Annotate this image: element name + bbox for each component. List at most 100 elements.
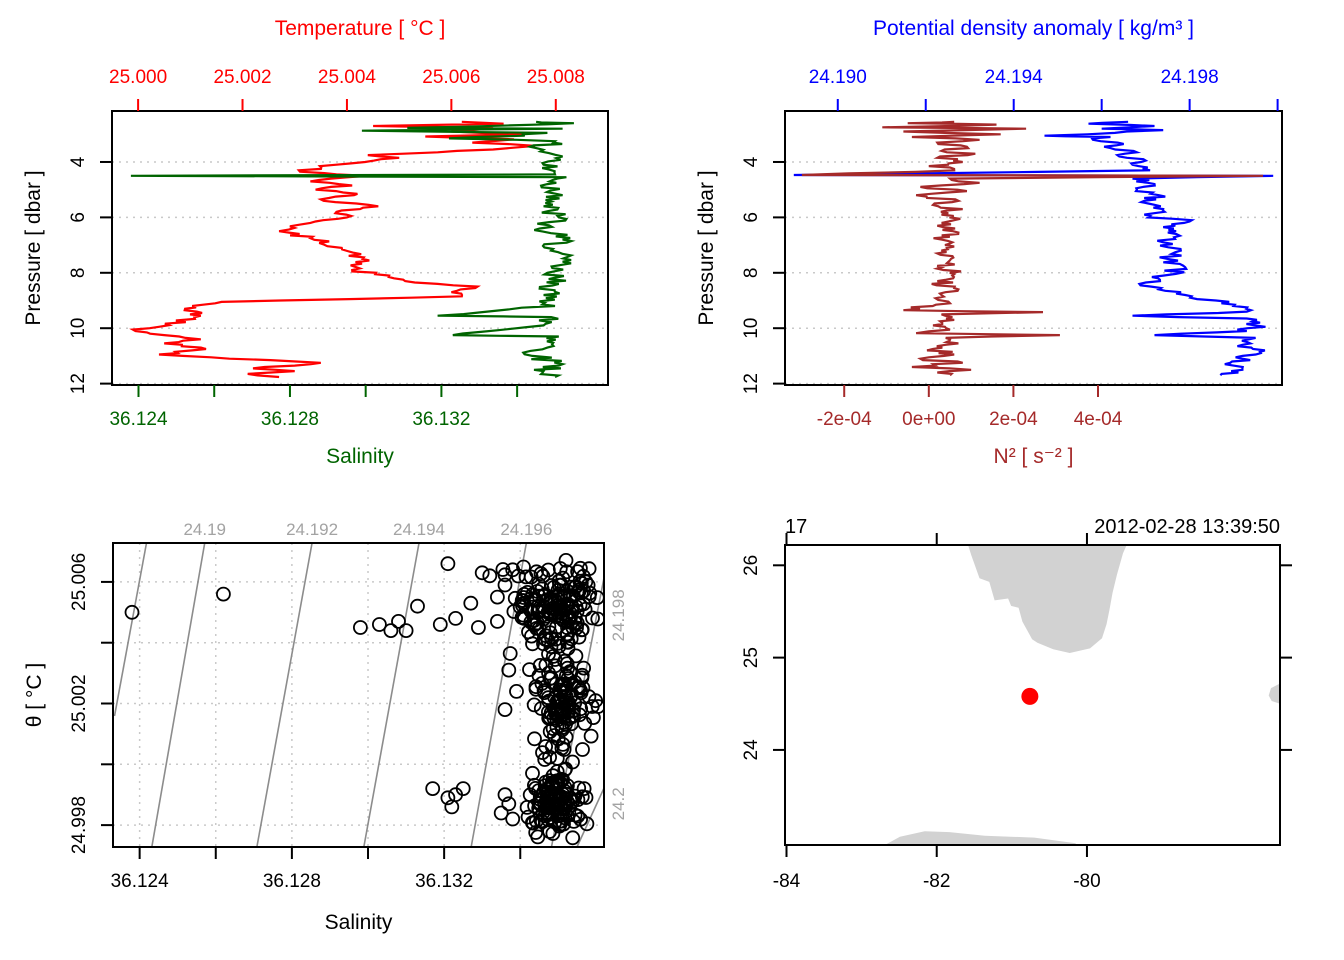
top-axis-tick-label: 25.002 xyxy=(213,67,271,88)
isopycnal-line xyxy=(256,542,313,848)
longitude-tick-label: -84 xyxy=(773,871,801,892)
ts-point xyxy=(529,564,544,580)
ts-point xyxy=(497,787,513,803)
ts-point xyxy=(551,818,567,834)
pressure-tick-label: 8 xyxy=(741,268,762,279)
pressure-tick-label: 12 xyxy=(68,373,89,394)
ts-point xyxy=(560,635,576,650)
land-cuba xyxy=(884,831,1076,845)
map-land xyxy=(884,545,1280,845)
land-florida xyxy=(968,545,1127,653)
ts-point xyxy=(391,614,406,629)
ts-point xyxy=(589,590,604,605)
ts-point xyxy=(525,765,540,781)
ts-point xyxy=(398,623,414,638)
ts-point xyxy=(489,589,505,605)
pressure-tick-label: 10 xyxy=(741,318,762,339)
plot-box xyxy=(111,110,609,386)
pressure-tick-label: 4 xyxy=(68,156,89,167)
bottom-axis-title: Salinity xyxy=(326,445,394,468)
theta-tick-label: 24.998 xyxy=(69,796,90,854)
ts-point xyxy=(530,604,546,620)
bottom-axis-tick-label: -2e-04 xyxy=(817,409,872,430)
station-marker xyxy=(1021,687,1039,705)
bottom-axis-title: N² [ s⁻² ] xyxy=(994,445,1074,468)
pressure-axis-title: Pressure [ dbar ] xyxy=(22,170,45,325)
ts-point xyxy=(215,586,231,602)
isopycnal-line xyxy=(151,542,206,848)
ts-point xyxy=(585,610,600,626)
ts-point xyxy=(571,780,587,796)
ts-point xyxy=(547,728,562,743)
ts-scatter xyxy=(124,553,604,846)
ts-point xyxy=(527,731,542,747)
ts-point xyxy=(577,716,593,731)
ts-point xyxy=(542,800,558,816)
ts-point xyxy=(565,830,581,846)
ts-point xyxy=(516,559,531,575)
salinity-tick-label: 36.128 xyxy=(263,871,321,892)
salinity-axis-title: Salinity xyxy=(325,911,393,934)
ts-point xyxy=(474,565,490,581)
ts-point xyxy=(570,808,586,824)
ts-point xyxy=(440,790,456,806)
ts-point xyxy=(440,556,456,572)
isopycnal-line xyxy=(113,542,148,717)
bottom-axis-tick-label: 2e-04 xyxy=(989,409,1038,430)
plot-box xyxy=(784,110,1283,386)
panel-profile-density-n2: 24.190 24.194 24.198 Potential density anom… xyxy=(695,17,1283,468)
ts-point xyxy=(568,599,584,614)
ts-point xyxy=(432,617,448,632)
ts-point xyxy=(505,811,521,827)
ts-point xyxy=(573,811,588,827)
theta-tick-label: 25.002 xyxy=(69,674,90,732)
ts-point xyxy=(559,668,574,684)
ts-point xyxy=(512,599,528,615)
ts-point xyxy=(524,628,539,644)
ts-point xyxy=(497,577,513,593)
ts-point xyxy=(425,781,441,796)
ts-point xyxy=(590,611,604,627)
ts-point xyxy=(463,595,479,611)
ts-point xyxy=(529,813,544,829)
bottom-axis-tick-label: 36.128 xyxy=(261,409,319,430)
ts-point xyxy=(543,639,559,654)
ts-point xyxy=(514,593,530,608)
salinity-tick-label: 36.132 xyxy=(415,871,473,892)
bottom-axis-tick-label: 4e-04 xyxy=(1074,409,1123,430)
station-number-label: 17 xyxy=(785,516,807,538)
ts-point xyxy=(567,610,583,625)
ts-point xyxy=(571,584,587,600)
ts-point xyxy=(543,785,559,801)
ts-point xyxy=(574,789,590,805)
pressure-tick-label: 12 xyxy=(741,373,762,394)
ts-point xyxy=(493,805,509,821)
latitude-tick-label: 24 xyxy=(741,739,762,761)
ts-point xyxy=(573,685,589,701)
plot-box xyxy=(784,544,1281,846)
ts-point xyxy=(562,664,578,679)
ts-point xyxy=(530,584,545,599)
ts-point xyxy=(588,693,603,709)
ts-point xyxy=(521,624,536,640)
ts-point xyxy=(489,614,505,629)
ts-point xyxy=(574,622,590,638)
ts-point xyxy=(555,570,571,586)
ts-point xyxy=(558,689,574,704)
station-datetime-label: 2012-02-28 13:39:50 xyxy=(1094,516,1280,538)
ts-point xyxy=(575,742,590,757)
latitude-tick-label: 26 xyxy=(741,555,762,576)
ts-point xyxy=(536,784,552,800)
ts-point xyxy=(530,615,545,631)
buoyancy-frequency-squared-line xyxy=(801,120,1264,377)
ts-point xyxy=(448,611,464,626)
top-axis-tick-label: 25.004 xyxy=(318,67,377,88)
ts-point xyxy=(410,598,425,614)
ts-point xyxy=(563,631,579,647)
plot-box xyxy=(112,542,605,848)
ts-point xyxy=(482,568,498,584)
panel-profile-temperature-salinity-series xyxy=(129,120,576,379)
ts-point xyxy=(560,660,575,676)
